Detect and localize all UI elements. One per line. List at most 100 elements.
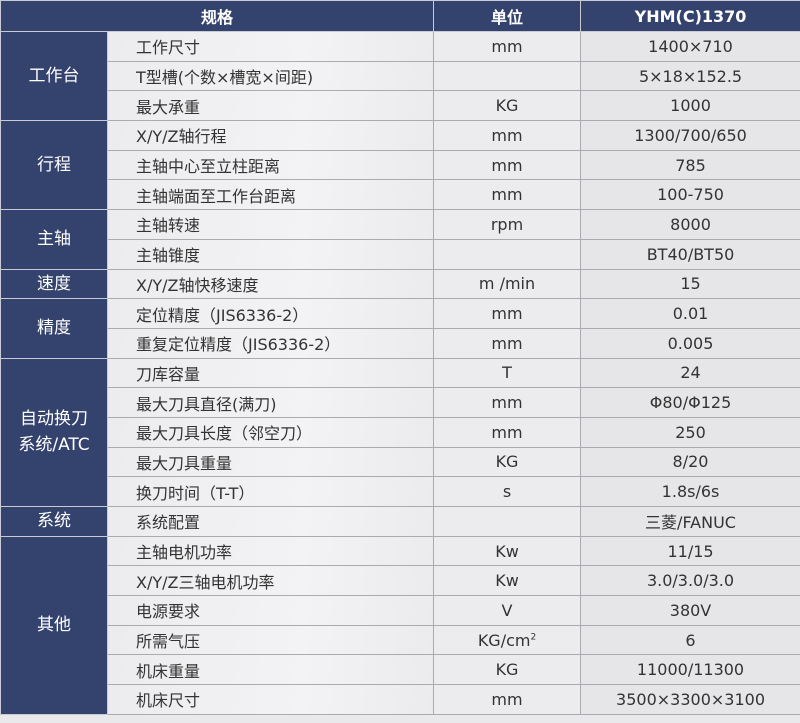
unit-cell-text: mm — [491, 155, 523, 175]
spec-name-text: 重复定位精度（JIS6336-2） — [136, 335, 341, 355]
spec-name-text: X/Y/Z轴行程 — [136, 127, 227, 147]
spec-name: 所需气压 — [106, 624, 435, 656]
unit-cell: rpm — [433, 209, 582, 240]
table-row: 最大承重 KG 1000 — [1, 90, 800, 122]
unit-cell: mm — [433, 298, 582, 329]
spec-name-text: 换刀时间（T-T） — [136, 483, 255, 503]
unit-cell: KG — [433, 90, 582, 122]
spec-name: 机床尺寸 — [106, 684, 435, 715]
spec-name-text: 最大刀具重量 — [136, 453, 233, 473]
unit-superscript: 2 — [530, 632, 537, 643]
value-cell-text: 5×18×152.5 — [638, 66, 743, 86]
spec-name-text: 最大承重 — [136, 97, 201, 117]
value-cell: 8/20 — [580, 446, 800, 478]
spec-name: 最大刀具直径(满刀) — [106, 387, 435, 418]
unit-cell — [433, 506, 582, 537]
spec-name-text: 最大刀具直径(满刀) — [136, 394, 277, 414]
table-row: 精度 定位精度（JIS6336-2） mm 0.01 — [0, 298, 800, 359]
table-row: 主轴端面至工作台距离 mm 100-750 — [1, 179, 800, 211]
unit-cell — [433, 238, 582, 270]
spec-name-text: 最大刀具长度（邻空刀） — [136, 424, 313, 444]
value-cell: 11/15 — [580, 535, 800, 567]
table-row: 主轴 主轴转速 rpm 8000 — [0, 209, 800, 270]
table-row: 最大刀具直径(满刀) mm Φ80/Φ125 — [1, 387, 800, 418]
unit-cell-text: mm — [491, 185, 523, 205]
spec-name: 主轴电机功率 — [106, 535, 435, 567]
unit-cell-text: T — [502, 363, 512, 383]
table-row: 最大刀具长度（邻空刀） mm 250 — [1, 416, 800, 448]
spec-name-text: 工作尺寸 — [136, 38, 201, 58]
spec-name-text: 系统配置 — [136, 513, 201, 533]
value-cell: 11000/11300 — [580, 654, 800, 686]
unit-cell: mm — [433, 179, 582, 211]
spec-name: 最大刀具重量 — [106, 446, 435, 478]
table-row: 机床尺寸 mm 3500×3300×3100 — [1, 684, 800, 715]
value-cell-text: 1300/700/650 — [634, 125, 747, 145]
unit-cell-text: rpm — [490, 214, 524, 234]
spec-name: 工作尺寸 — [106, 31, 435, 62]
unit-cell: s — [433, 476, 582, 507]
spec-name-text: 主轴中心至立柱距离 — [136, 157, 281, 177]
spec-name: 重复定位精度（JIS6336-2） — [106, 327, 435, 359]
spec-name: 最大承重 — [106, 90, 435, 122]
unit-cell — [433, 60, 582, 92]
value-cell-text: 1000 — [670, 96, 711, 116]
spec-name-text: 电源要求 — [136, 602, 201, 622]
unit-cell-text: mm — [491, 689, 523, 709]
spec-name: X/Y/Z轴快移速度 — [106, 268, 435, 300]
unit-cell-text: mm — [491, 125, 523, 145]
table-row: 最大刀具重量 KG 8/20 — [1, 446, 800, 478]
category-cell: 行程 — [0, 120, 108, 211]
table-row: 主轴锥度 BT40/BT50 — [1, 238, 800, 270]
table-row: 电源要求 V 380V — [1, 595, 800, 626]
spec-name-text: X/Y/Z轴快移速度 — [136, 275, 259, 295]
unit-cell-text: V — [501, 600, 513, 620]
value-cell-text: 8000 — [670, 214, 711, 234]
spec-name: 机床重量 — [106, 654, 435, 686]
spec-name-text: 主轴锥度 — [136, 246, 201, 266]
value-cell-text: 3.0/3.0/3.0 — [646, 571, 735, 591]
unit-cell-text: Kw — [495, 571, 519, 591]
spec-name-text: 刀库容量 — [136, 364, 201, 384]
category-cell: 精度 — [0, 298, 108, 359]
value-cell: 3.0/3.0/3.0 — [580, 565, 800, 597]
unit-cell: mm — [433, 149, 582, 181]
value-cell-text: 250 — [675, 422, 706, 442]
header-model: YHM(C)1370 — [580, 0, 800, 32]
value-cell: 0.005 — [580, 327, 800, 359]
value-cell-text: BT40/BT50 — [646, 244, 735, 264]
table-row: 重复定位精度（JIS6336-2） mm 0.005 — [1, 327, 800, 359]
unit-cell: T — [433, 357, 582, 389]
unit-cell: mm — [433, 387, 582, 418]
unit-cell: mm — [433, 31, 582, 62]
table-row: 速度 X/Y/Z轴快移速度 m /min 15 — [0, 268, 800, 300]
unit-cell-text: KG — [495, 96, 519, 116]
value-cell-text: 380V — [669, 600, 712, 620]
spec-name-text: 机床尺寸 — [136, 691, 201, 711]
value-cell: 5×18×152.5 — [580, 60, 800, 92]
value-cell-text: 100-750 — [657, 185, 724, 205]
value-cell-text: 0.01 — [672, 304, 709, 324]
spec-name-text: 机床重量 — [136, 661, 201, 681]
value-cell: 785 — [580, 149, 800, 181]
value-cell: 250 — [580, 416, 800, 448]
spec-name: T型槽(个数×槽宽×间距) — [106, 60, 435, 92]
category-cell: 系统 — [0, 506, 108, 537]
value-cell: 1400×710 — [580, 31, 800, 62]
table-row: 主轴中心至立柱距离 mm 785 — [1, 149, 800, 181]
table-row: 行程 X/Y/Z轴行程 mm 1300/700/650 — [0, 120, 800, 211]
unit-cell: mm — [433, 327, 582, 359]
unit-cell-text: mm — [491, 393, 523, 413]
value-cell-text: 24 — [680, 363, 701, 383]
spec-name: 定位精度（JIS6336-2） — [106, 298, 435, 329]
spec-name-text: X/Y/Z三轴电机功率 — [136, 572, 275, 592]
unit-cell: m /min — [433, 268, 582, 300]
unit-cell-text: mm — [491, 36, 523, 56]
value-cell: 1300/700/650 — [580, 120, 800, 151]
spec-name-text: 定位精度（JIS6336-2） — [136, 305, 309, 325]
unit-cell-text: mm — [491, 422, 523, 442]
unit-cell-text: KG/cm — [477, 630, 531, 650]
value-cell: 6 — [580, 624, 800, 656]
unit-cell-text: mm — [491, 333, 523, 353]
